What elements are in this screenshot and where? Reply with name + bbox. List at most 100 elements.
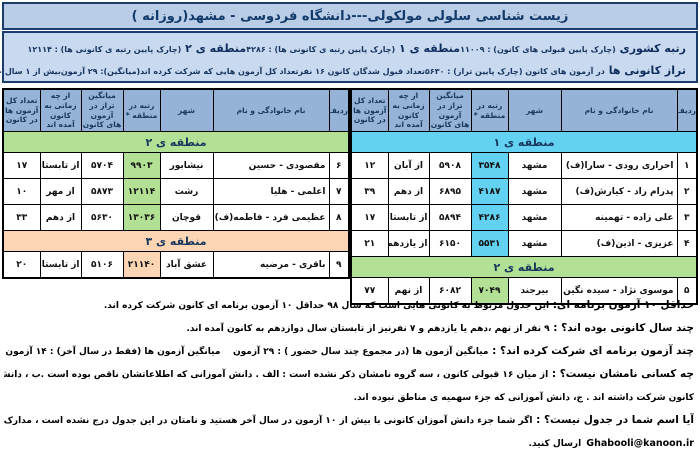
summary-row-quartiles: رتبه کشوری (چارک پایین قبولی های کانون) … <box>4 37 696 56</box>
column-header: ردیف <box>676 88 698 132</box>
summary-item-value: بیش از ۱ سال حضور در آزمون های کانون: ۹ … <box>0 66 61 76</box>
notes-section: حداقل ۱۰ آزمون برنامه ای: این جدول مربوط… <box>4 293 694 454</box>
column-header: از چه زمانی به کانون آمده اند <box>387 88 430 132</box>
table-header-row: ردیف نام خانوادگی و نام شهر رتبه در منطقه *… <box>350 88 698 132</box>
cell-row-number: ۳ <box>676 204 698 231</box>
note-text: اگر شما جزء دانش آموزان کانونی با بیش از… <box>4 416 533 426</box>
summary-row-stats: تراز کانونی ها در آزمون های کانون (چارک … <box>0 59 696 78</box>
cell-row-number: ۹ <box>328 251 350 279</box>
column-header: شهر <box>507 88 562 132</box>
table-row: ۸ عظیمی فرد - فاطمه(ف) قوچان ۱۳۰۳۶ ۵۶۳۰ از ده… <box>2 204 350 231</box>
cell-joined-since: از نهم <box>387 277 430 305</box>
cell-average-score: ۵۷۰۴ <box>80 152 124 179</box>
cell-city: مشهد <box>507 178 562 205</box>
column-header: نام خانوادگی و نام <box>560 88 678 132</box>
summary-item-value: تعداد قبول شدگان کانون ۱۶ نفر <box>298 66 425 76</box>
region-subheader-label: منطقه ی ۲ <box>350 256 698 278</box>
summary-item-label: منطقه ی ۲ <box>181 41 247 55</box>
cell-rank-in-region: ۳۵۴۸ <box>470 152 509 179</box>
summary-item-value: (چارک پایین قبولی های کانون) : ۱۱۰۰۹ <box>460 44 616 54</box>
cell-row-number: ۸ <box>328 204 350 231</box>
cell-average-score: ۵۸۹۴ <box>428 204 472 231</box>
summary-item: تراز کانونی ها در آزمون های کانون (چارک … <box>425 59 686 78</box>
region-subheader-label: منطقه ی ۳ <box>2 230 350 252</box>
cell-total-exams: ۱۷ <box>350 204 389 231</box>
cell-joined-since: از یازدهم <box>387 230 430 257</box>
column-header: رتبه در منطقه * <box>470 88 509 132</box>
region-subheader-row: منطقه ی ۱ <box>350 131 698 153</box>
region-subheader-row: منطقه ی ۲ <box>350 256 698 278</box>
summary-item-value: تعداد کل آزمون هایی که شرکت کرده اند(میا… <box>60 66 299 76</box>
cell-joined-since: از تابستان <box>387 204 430 231</box>
column-header: میانگین تراز در آزمون های کانون <box>80 88 124 132</box>
cell-city: رشت <box>159 178 214 205</box>
cell-total-exams: ۲۱ <box>350 230 389 257</box>
cell-row-number: ۱ <box>676 152 698 179</box>
region-subheader-row: منطقه ی ۲ <box>2 131 350 153</box>
cell-row-number: ۴ <box>676 230 698 257</box>
column-header: میانگین تراز در آزمون های کانون <box>428 88 472 132</box>
note-text: کانون شرکت داشته اند . ج، دانش آموزانی ک… <box>353 393 694 403</box>
column-header: نام خانوادگی و نام <box>212 88 330 132</box>
cell-city: مشهد <box>507 204 562 231</box>
table-row: ۱ احراری رودی - سارا(ف) مشهد ۳۵۴۸ ۵۹۰۸ از آبا… <box>350 152 698 179</box>
cell-rank-in-region: ۷۰۴۹ <box>470 277 509 305</box>
page-title: زیست شناسی سلولی مولکولی---دانشگاه فردوس… <box>131 8 569 24</box>
cell-city: عشق آباد <box>159 251 214 279</box>
summary-item: منطقه ی ۲ (چارک پایین رتبه ی کانونی ها) … <box>27 37 246 56</box>
region-subheader-row: منطقه ی ۳ <box>2 230 350 252</box>
email-address[interactable]: Ghabooli@kanoon.ir <box>586 438 694 449</box>
summary-item-value: (چارک پایین رتبه ی کانونی ها) : ۴۲۸۶ <box>246 44 396 54</box>
cell-city: مشهد <box>507 152 562 179</box>
column-header: تعداد کل آزمون ها در کانون <box>2 88 41 132</box>
note-text: از میان ۱۶ قبولی کانون ، سه گروه نامشان … <box>4 370 549 380</box>
note-text: میانگین آزمون ها (در مجموع چند سال حضور … <box>5 347 489 357</box>
cell-student-name: احراری رودی - سارا(ف) <box>560 152 678 179</box>
summary-item-label: تراز کانونی ها <box>604 63 686 77</box>
column-header: ردیف <box>328 88 350 132</box>
note-lead: آیا اسم شما در جدول نیست؟ : <box>532 414 694 426</box>
cell-city: نیشابور <box>159 152 214 179</box>
summary-box: رتبه کشوری (چارک پایین قبولی های کانون) … <box>0 31 698 83</box>
cell-total-exams: ۱۲ <box>350 152 389 179</box>
cell-total-exams: ۱۰ <box>2 178 41 205</box>
note-line: آیا اسم شما در جدول نیست؟ : اگر شما جزء … <box>4 408 694 431</box>
cell-row-number: ۵ <box>676 277 698 305</box>
summary-item: بیش از ۱ سال حضور در آزمون های کانون: ۹ … <box>0 59 61 78</box>
table-row: ۷ اعلمی - هلیا رشت ۱۲۱۱۴ ۵۸۷۳ از مهر ۱۰ <box>2 178 350 205</box>
region-subheader-label: منطقه ی ۲ <box>2 131 350 153</box>
cell-average-score: ۶۸۹۵ <box>428 178 472 205</box>
table-row: ۹ باقری - مرضیه عشق آباد ۲۱۱۴۰ ۵۱۰۶ از تابستا… <box>2 251 350 279</box>
column-header: شهر <box>159 88 214 132</box>
summary-item: رتبه کشوری (چارک پایین قبولی های کانون) … <box>460 37 686 56</box>
cell-student-name: پدرام راد - کیارش(ف) <box>560 178 678 205</box>
cell-student-name: باقری - مرضیه <box>212 251 330 279</box>
cell-average-score: ۶۱۵۰ <box>428 230 472 257</box>
column-header: تعداد کل آزمون ها در کانون <box>350 88 389 132</box>
cell-student-name: موسوی نژاد - سیده نگین <box>560 277 678 305</box>
cell-student-name: عظیمی فرد - فاطمه(ف) <box>212 204 330 231</box>
region-subheader-label: منطقه ی ۱ <box>350 131 698 153</box>
note-lead: چه کسانی نامشان نیست؟ : <box>548 368 694 380</box>
cell-joined-since: از مهر <box>39 178 82 205</box>
cell-student-name: اعلمی - هلیا <box>212 178 330 205</box>
note-text: این جدول مربوط به کانونی هایی است که سال… <box>103 301 550 311</box>
note-lead: چند سال کانونی بوده اند؟ : <box>549 322 694 334</box>
summary-item-value: در آزمون های کانون (چارک پایین تراز) : ۵… <box>424 66 605 76</box>
cell-joined-since: از آبان <box>387 152 430 179</box>
cell-rank-in-region: ۴۱۸۷ <box>470 178 509 205</box>
cell-rank-in-region: ۵۵۳۱ <box>470 230 509 257</box>
title-bar: زیست شناسی سلولی مولکولی---دانشگاه فردوس… <box>2 2 698 30</box>
column-header: از چه زمانی به کانون آمده اند <box>39 88 82 132</box>
column-header: رتبه در منطقه * <box>122 88 161 132</box>
note-line: حداقل ۱۰ آزمون برنامه ای: این جدول مربوط… <box>4 293 694 316</box>
cell-joined-since: از تابستان <box>39 251 82 279</box>
cell-average-score: ۶۰۸۲ <box>428 277 472 305</box>
cell-city: بیرجند <box>507 277 562 305</box>
cell-total-exams: ۲۰ <box>2 251 41 279</box>
note-text: ۹ نفر از نهم ،دهم یا یازدهم و ۷ نفرنیز ا… <box>186 324 550 334</box>
cell-student-name: علی زاده - تهمینه <box>560 204 678 231</box>
note-line: چند سال کانونی بوده اند؟ : ۹ نفر از نهم … <box>4 316 694 339</box>
